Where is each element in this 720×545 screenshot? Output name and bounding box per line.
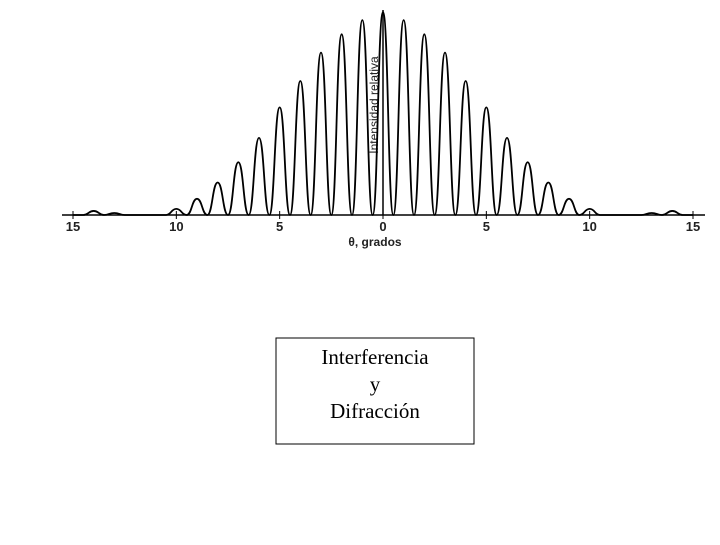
x-tick-label: 5 — [483, 219, 490, 234]
x-tick-label: 10 — [169, 219, 183, 234]
caption-line: y — [370, 372, 381, 396]
x-tick-label: 0 — [379, 219, 386, 234]
x-tick-label: 15 — [66, 219, 80, 234]
intensity-curve — [73, 11, 693, 216]
caption-line: Difracción — [330, 399, 420, 423]
x-label: θ, grados — [348, 235, 401, 249]
x-tick-label: 10 — [582, 219, 596, 234]
x-tick-label: 15 — [686, 219, 700, 234]
caption-line: Interferencia — [321, 345, 429, 369]
x-tick-label: 5 — [276, 219, 283, 234]
caption-box — [275, 337, 475, 445]
